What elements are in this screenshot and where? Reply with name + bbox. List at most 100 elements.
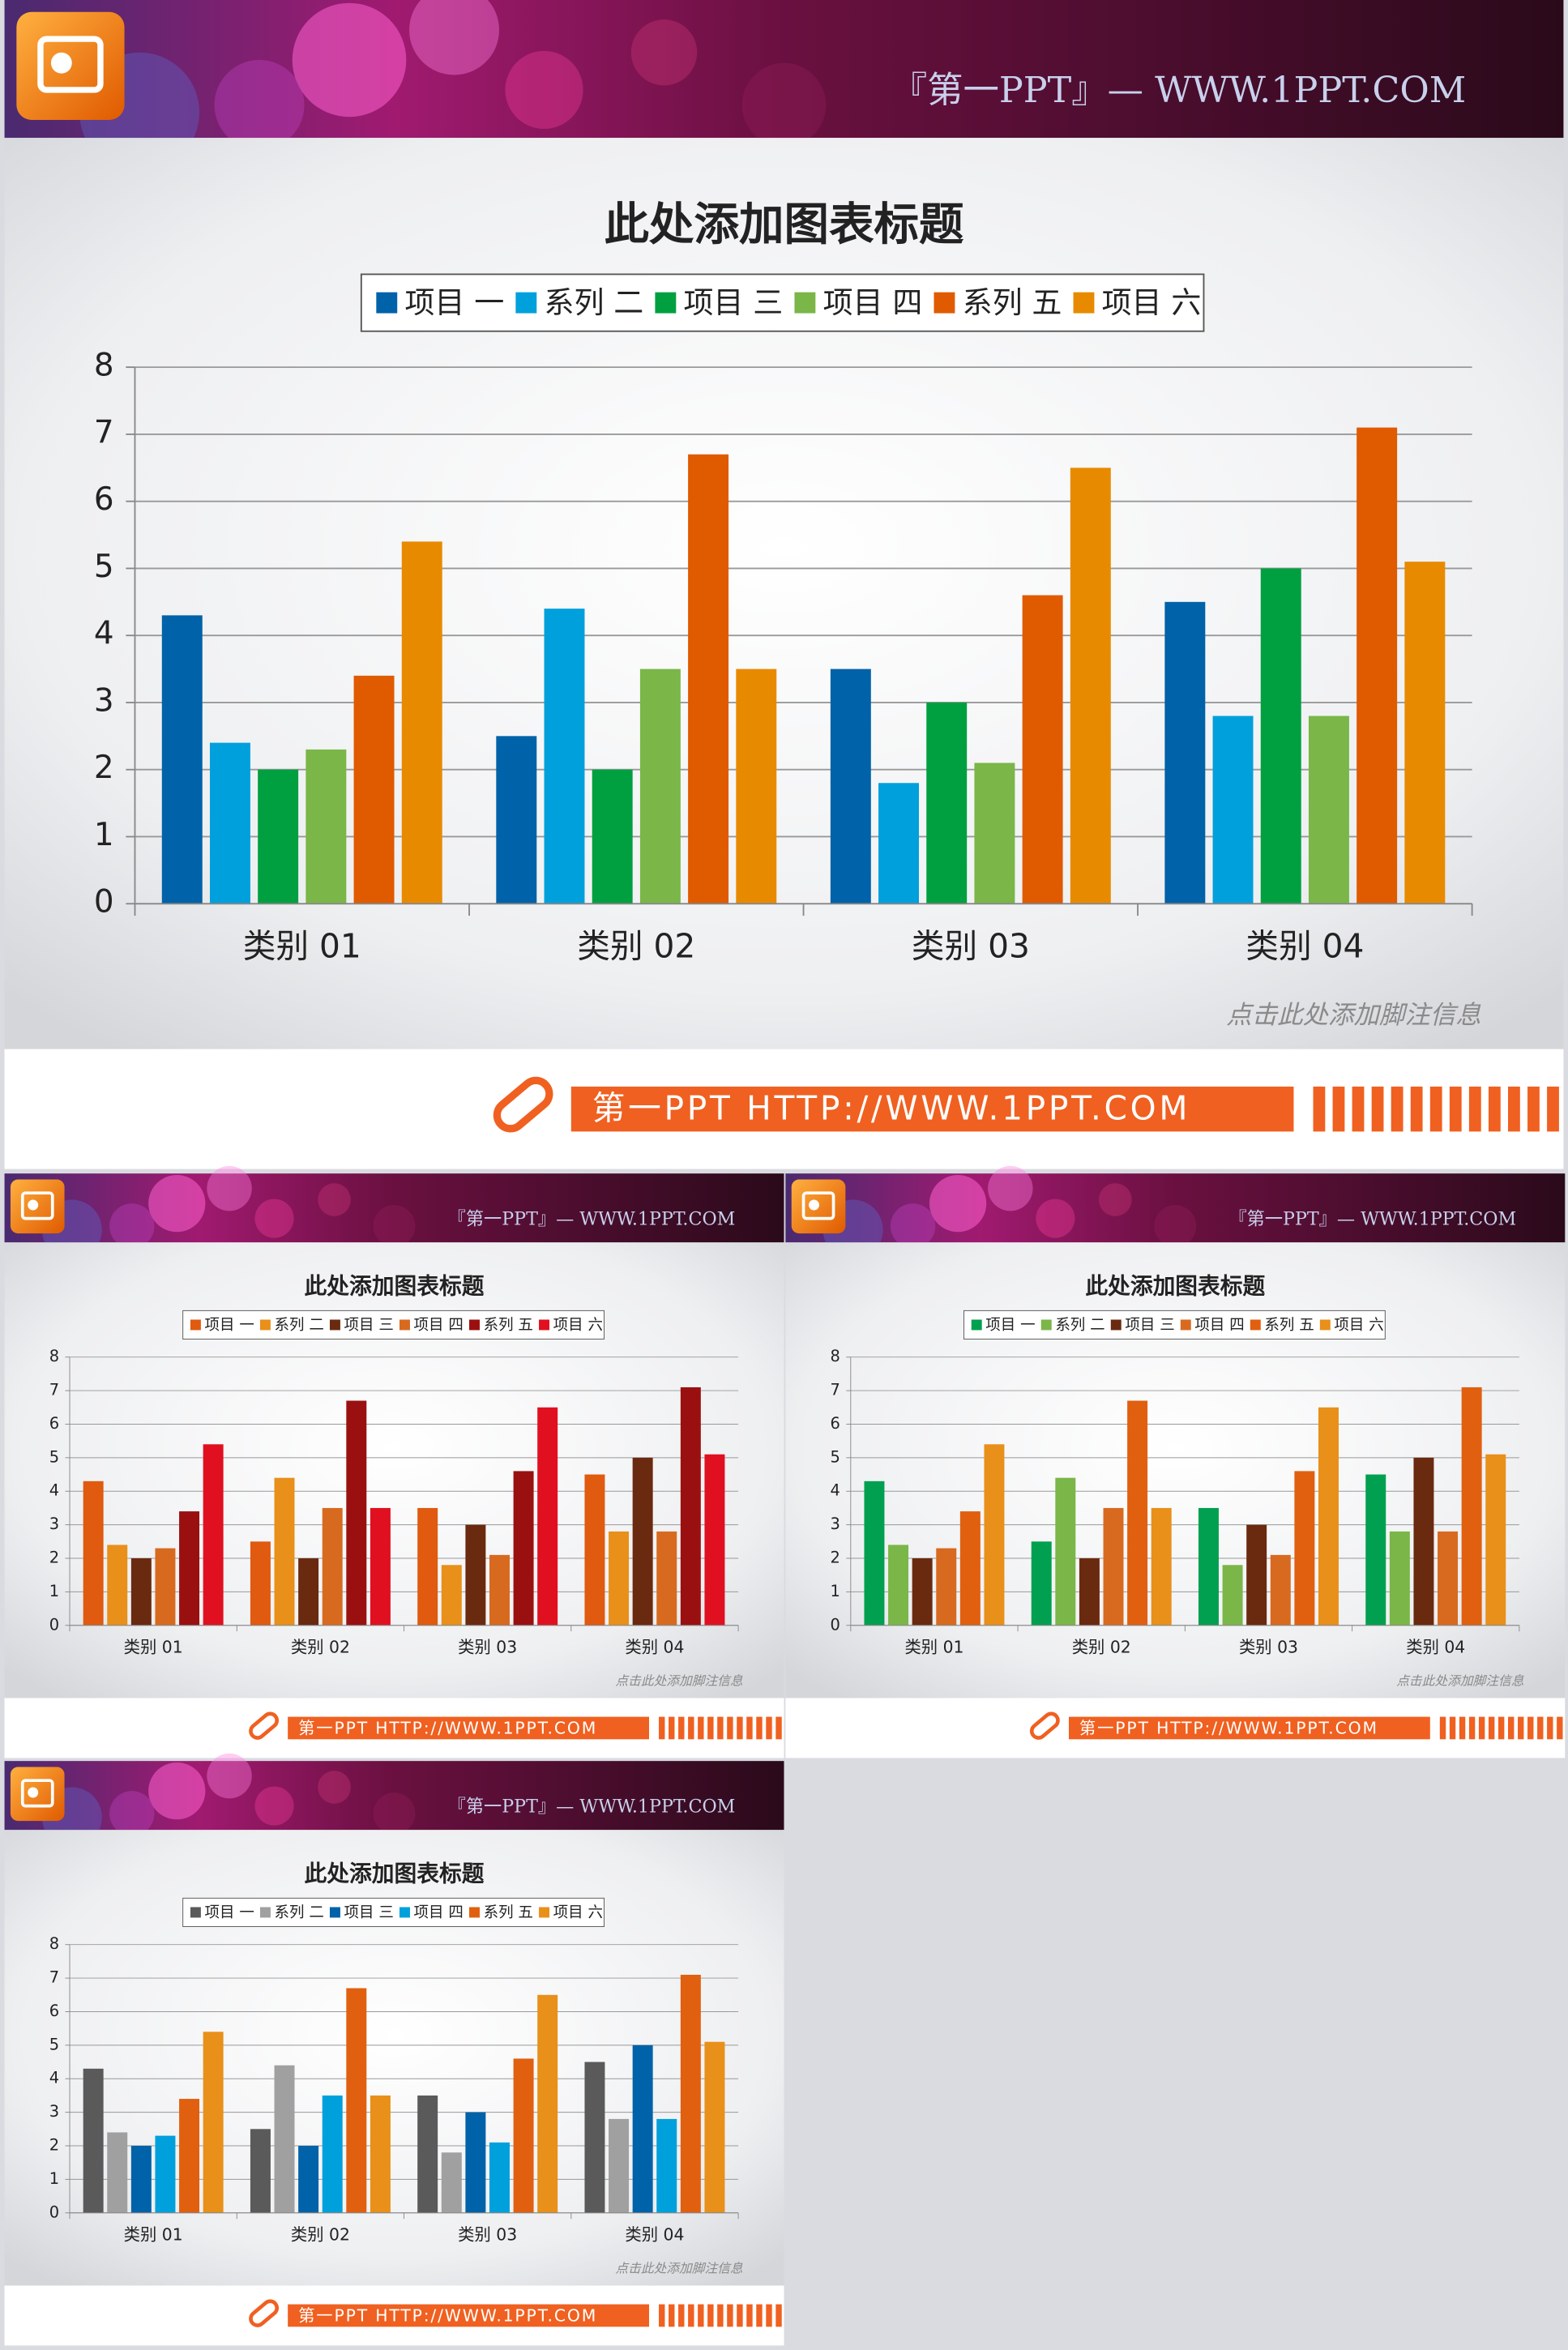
bokeh [109,1203,155,1249]
bar [632,1457,653,1626]
legend-swatch [399,1319,410,1331]
bar [155,1548,176,1626]
bar [1246,1524,1267,1626]
bar [1461,1386,1482,1626]
banner-stripe [1557,1716,1563,1740]
bar [1404,562,1446,904]
app-icon-glyph [37,36,104,93]
banner-stripe [1468,1716,1476,1740]
banner-stripe [1547,1086,1559,1132]
bar [489,2142,510,2213]
banner-stripe [746,2304,753,2327]
chart-title: 此处添加图表标题 [1085,1273,1265,1300]
pencil-icon [249,1711,280,1740]
header-band [4,1173,784,1243]
legend-label: 项目 六 [553,1904,603,1921]
banner-text: 第一PPT HTTP://WWW.1PPT.COM [298,2305,597,2325]
x-tick-label: 类别 04 [625,2225,684,2245]
pencil-icon [493,1076,553,1133]
header-band [785,1173,1566,1243]
y-tick-label: 2 [49,1549,59,1567]
x-tick-label: 类别 02 [577,927,695,966]
bar [322,2095,343,2213]
bar [1389,1531,1410,1626]
y-tick-label: 1 [49,2169,59,2188]
bar [298,1558,319,1626]
banner-stripe [1459,1716,1466,1740]
banner-stripe [698,2304,704,2327]
bar [274,2065,295,2213]
legend-swatch [1180,1319,1191,1331]
bar [1212,716,1254,904]
bar [680,1386,701,1626]
bar [1127,1400,1148,1626]
banner-stripe [756,2304,763,2327]
legend-label: 项目 三 [1125,1317,1174,1334]
bar [1070,468,1111,904]
bar [209,742,250,904]
legend-label: 系列 五 [484,1904,533,1921]
bar [161,615,203,904]
bar [346,1400,367,1626]
app-icon-glyph [50,52,72,74]
legend-swatch [190,1319,201,1331]
banner-stripe [678,1716,685,1740]
bar [609,2118,630,2213]
bar [680,1974,701,2213]
bokeh [148,1175,206,1233]
banner-stripe [1429,1086,1442,1132]
bar [1103,1507,1124,1626]
bokeh [109,1791,155,1836]
banner-stripe [1508,1086,1520,1132]
bar [250,2129,271,2213]
banner-stripe [727,2304,733,2327]
banner-stripe [766,1716,772,1740]
bar [155,2135,176,2213]
legend-swatch [539,1907,549,1918]
bokeh [207,1753,252,1799]
legend-box [963,1310,1386,1340]
app-icon-glyph [28,1787,39,1798]
bar [688,454,729,904]
y-tick-label: 6 [831,1414,840,1433]
x-tick-label: 类别 01 [243,927,361,966]
y-tick-label: 8 [49,1347,59,1365]
y-tick-label: 5 [831,1447,840,1466]
banner-stripe [1449,1716,1456,1740]
bar [704,2041,725,2213]
bar [537,1994,558,2213]
y-tick-label: 7 [831,1381,840,1399]
chart-title: 此处添加图表标题 [305,1273,485,1300]
bar [632,2044,653,2213]
y-tick-label: 8 [49,1934,59,1953]
bokeh [1154,1204,1197,1247]
banner-stripe [717,1716,724,1740]
legend-box [182,1897,605,1927]
app-icon-glyph [20,1779,54,1808]
legend-box [360,273,1205,332]
bar [974,763,1015,904]
y-tick-label: 4 [94,616,114,652]
bar [1413,1457,1434,1626]
bar [1357,427,1398,904]
legend-label: 项目 三 [344,1317,394,1334]
bar [298,2146,319,2213]
y-tick-label: 2 [49,2136,59,2155]
legend-label: 项目 六 [553,1317,603,1334]
bar [584,1474,605,1626]
banner-text: 第一PPT HTTP://WWW.1PPT.COM [1079,1718,1378,1737]
bar [1198,1507,1219,1626]
legend-label: 项目 三 [684,285,784,320]
x-tick-label: 类别 03 [458,2225,517,2245]
legend-label: 项目 四 [823,285,923,320]
y-tick-label: 7 [49,1968,59,1987]
bokeh [254,1786,294,1826]
x-tick-label: 类别 02 [1072,1638,1131,1657]
header-text: 『第一PPT』— WWW.1PPT.COM [1228,1208,1516,1229]
banner-stripe [746,1716,753,1740]
bar [878,783,919,904]
bokeh [890,1203,936,1249]
